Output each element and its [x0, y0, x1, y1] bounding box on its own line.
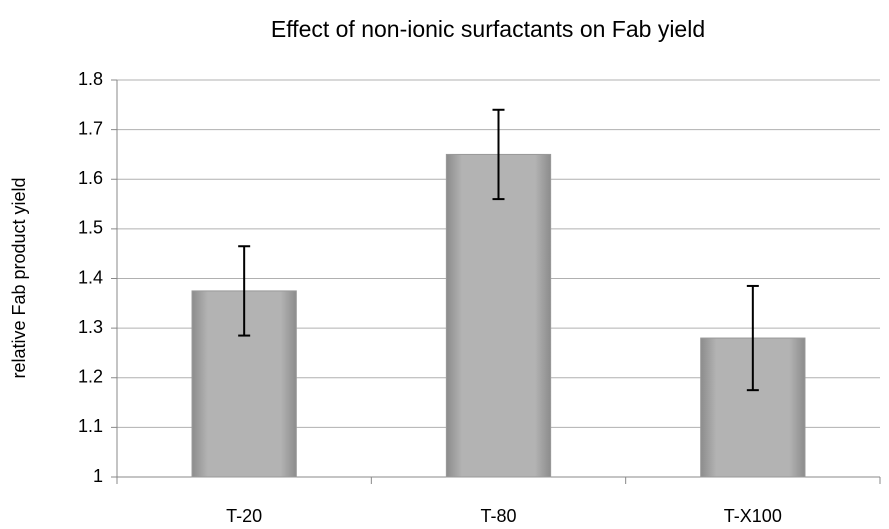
y-tick-label: 1.2 — [78, 367, 103, 387]
error-bar — [492, 108, 505, 201]
y-tick-label: 1.1 — [78, 416, 103, 436]
y-tick-label: 1.8 — [78, 69, 103, 89]
x-tick-label: T-X100 — [724, 506, 782, 526]
y-tick-label: 1.7 — [78, 118, 103, 138]
error-bar — [746, 284, 759, 392]
error-bar — [238, 245, 251, 337]
y-tick-label: 1 — [93, 466, 103, 486]
y-axis-label: relative Fab product yield — [9, 177, 29, 378]
chart-title: Effect of non-ionic surfactants on Fab y… — [271, 16, 705, 42]
x-tick-label: T-80 — [480, 506, 516, 526]
y-tick-label: 1.6 — [78, 168, 103, 188]
x-tick-label: T-20 — [226, 506, 262, 526]
bar — [445, 153, 552, 478]
y-tick-label: 1.4 — [78, 267, 103, 287]
y-tick-label: 1.3 — [78, 317, 103, 337]
y-tick-label: 1.5 — [78, 218, 103, 238]
